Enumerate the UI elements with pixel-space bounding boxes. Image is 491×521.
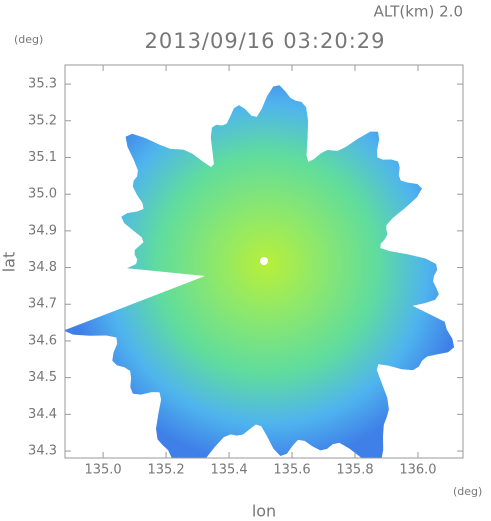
x-tick-label: 135.2	[147, 463, 184, 478]
x-tick-label: 135.0	[84, 463, 121, 478]
y-tick-label: 34.8	[28, 260, 57, 275]
x-tick-label: 135.8	[336, 463, 373, 478]
blocked-sector	[65, 262, 205, 330]
y-axis-label: lat	[0, 252, 19, 273]
altitude-label: ALT(km) 2.0	[374, 3, 463, 21]
y-tick-label: 34.7	[28, 297, 57, 312]
y-tick-label: 35.2	[28, 113, 57, 128]
y-tick-label: 34.6	[28, 333, 57, 348]
x-tick-label: 135.6	[273, 463, 310, 478]
x-tick-label: 135.4	[210, 463, 247, 478]
y-tick-label: 34.4	[28, 407, 57, 422]
chart-title: 2013/09/16 03:20:29	[144, 29, 385, 53]
x-axis-label: lon	[252, 502, 276, 521]
y-tick-label: 34.9	[28, 223, 57, 238]
plot-frame	[64, 64, 464, 459]
y-tick-label: 34.3	[28, 444, 57, 459]
x-tick-label: 136.0	[399, 463, 436, 478]
radar-echo	[65, 85, 455, 458]
y-tick-label: 35.3	[28, 77, 57, 92]
y-tick-label: 34.5	[28, 370, 57, 385]
y-unit: (deg)	[14, 33, 43, 46]
echo-area	[65, 85, 455, 458]
radar-site	[260, 257, 268, 265]
x-unit: (deg)	[453, 485, 482, 498]
y-tick-label: 35.0	[28, 187, 57, 202]
y-tick-label: 35.1	[28, 150, 57, 165]
